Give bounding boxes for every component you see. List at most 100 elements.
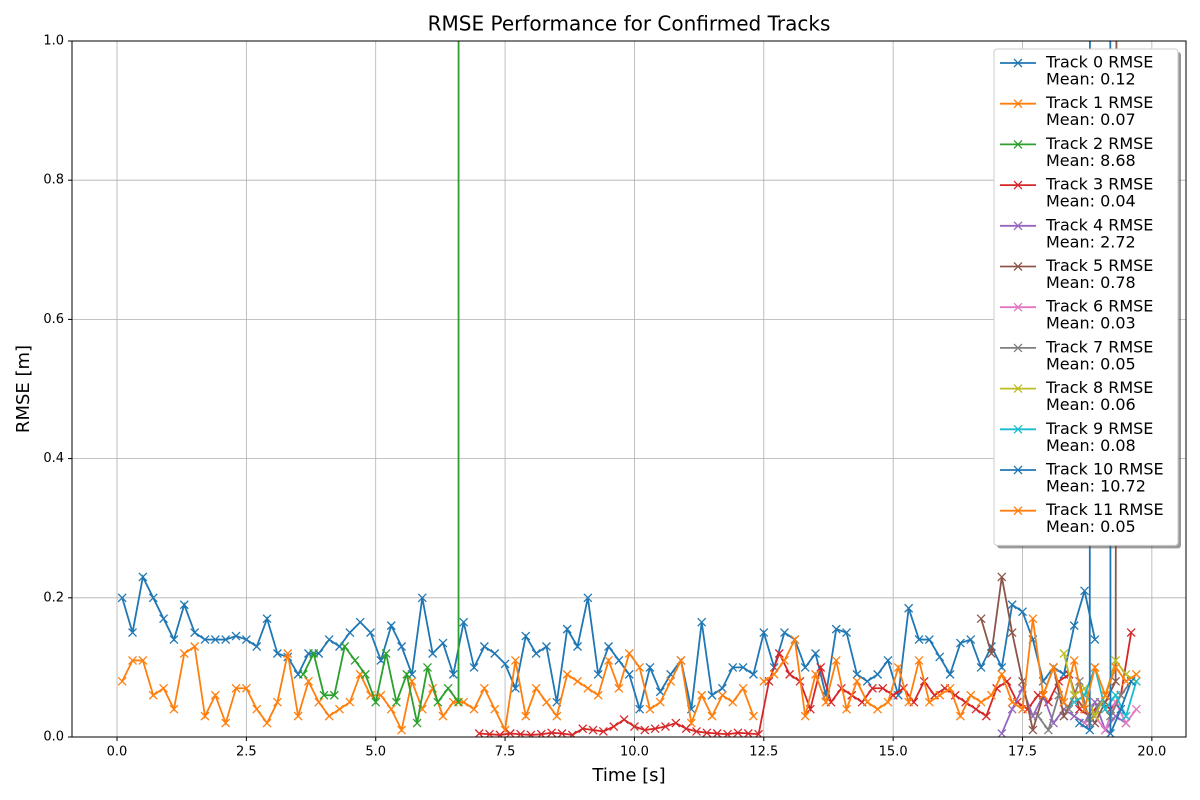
marker — [717, 683, 727, 693]
marker — [190, 628, 200, 638]
marker — [386, 621, 396, 631]
marker — [490, 649, 500, 658]
marker — [831, 655, 841, 665]
legend-label: Track 10 RMSE — [1045, 460, 1164, 479]
marker — [262, 718, 272, 728]
marker — [619, 715, 629, 725]
marker — [852, 669, 862, 679]
marker — [1013, 302, 1023, 312]
marker — [842, 628, 852, 638]
marker — [1121, 718, 1131, 728]
marker — [655, 687, 665, 697]
marker — [759, 628, 769, 638]
marker — [1038, 690, 1048, 700]
marker — [179, 649, 189, 658]
marker — [976, 614, 986, 624]
x-tick-label: 12.5 — [749, 745, 778, 760]
marker — [360, 669, 370, 679]
marker — [873, 704, 883, 714]
x-tick-label: 2.5 — [236, 745, 257, 760]
plot-frame — [71, 40, 1187, 738]
marker — [329, 690, 339, 700]
marker — [893, 662, 903, 672]
marker — [293, 711, 303, 721]
marker — [790, 635, 800, 645]
marker — [252, 642, 262, 651]
marker — [614, 683, 624, 693]
marker — [671, 718, 681, 728]
legend-label: Track 7 RMSE — [1045, 337, 1153, 356]
legend-label: Track 1 RMSE — [1045, 93, 1153, 112]
marker — [169, 635, 179, 645]
marker — [697, 617, 707, 627]
marker — [1013, 506, 1023, 516]
marker — [345, 628, 355, 638]
marker — [438, 711, 448, 721]
marker — [562, 669, 572, 679]
marker — [769, 669, 779, 679]
marker — [283, 649, 293, 658]
marker — [547, 728, 557, 737]
marker — [417, 593, 427, 603]
marker — [128, 628, 137, 638]
marker — [521, 711, 531, 721]
marker — [1013, 99, 1023, 109]
marker — [759, 676, 769, 686]
x-tick-label: 15.0 — [879, 745, 908, 760]
marker — [304, 676, 313, 686]
marker — [1013, 384, 1023, 394]
marker — [148, 593, 158, 603]
x-tick-label: 20.0 — [1137, 745, 1166, 760]
marker — [221, 718, 231, 728]
marker — [1121, 711, 1131, 721]
marker — [997, 572, 1007, 582]
marker — [350, 655, 360, 665]
marker — [681, 724, 691, 734]
marker — [443, 683, 453, 693]
marker — [1028, 614, 1038, 624]
y-axis-label: RMSE [m] — [13, 345, 34, 433]
marker — [552, 711, 562, 721]
marker — [298, 669, 308, 679]
legend-mean: Mean: 0.06 — [1046, 395, 1136, 414]
marker — [971, 704, 981, 714]
marker — [640, 725, 650, 735]
marker — [542, 642, 551, 651]
marker — [904, 697, 914, 707]
marker — [1028, 725, 1038, 735]
legend-box — [993, 48, 1179, 546]
marker — [780, 628, 789, 638]
marker — [800, 662, 810, 672]
legend-label: Track 2 RMSE — [1045, 134, 1153, 153]
marker — [878, 683, 888, 693]
marker — [573, 676, 582, 686]
marker — [252, 704, 262, 714]
marker — [231, 683, 241, 693]
marker — [661, 722, 670, 732]
marker — [1069, 621, 1079, 631]
marker — [1131, 704, 1141, 714]
marker — [314, 697, 324, 707]
marker — [1121, 676, 1131, 686]
marker — [1018, 607, 1027, 617]
marker — [935, 652, 945, 662]
marker — [1018, 704, 1027, 714]
marker — [345, 697, 355, 707]
marker — [1013, 343, 1023, 353]
marker — [728, 662, 738, 672]
marker — [981, 711, 991, 721]
marker — [573, 642, 582, 651]
marker — [469, 662, 479, 672]
marker — [479, 642, 489, 651]
marker — [1106, 729, 1115, 737]
marker — [986, 649, 996, 658]
marker — [438, 638, 448, 648]
marker — [397, 642, 407, 651]
marker — [1013, 180, 1023, 190]
marker — [702, 728, 712, 737]
marker — [583, 683, 593, 693]
legend-label: Track 8 RMSE — [1045, 378, 1153, 397]
marker — [542, 697, 551, 707]
marker — [883, 697, 893, 707]
marker — [707, 711, 717, 721]
